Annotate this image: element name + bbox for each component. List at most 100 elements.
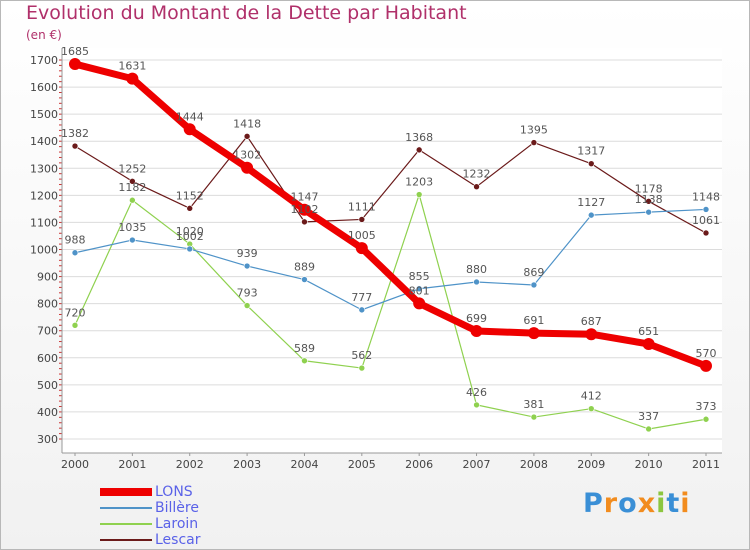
data-point-lescar bbox=[71, 142, 79, 150]
y-tick-label: 400 bbox=[37, 406, 58, 419]
data-label-billre: 988 bbox=[65, 234, 86, 247]
legend-label: LONS bbox=[155, 484, 193, 500]
data-label-laroin: 373 bbox=[696, 400, 717, 413]
logo-letter: r bbox=[603, 488, 619, 519]
chart-subtitle: (en €) bbox=[26, 28, 62, 42]
data-point-billre bbox=[129, 236, 136, 244]
series-layer bbox=[69, 58, 712, 433]
data-label-laroin: 426 bbox=[466, 386, 487, 399]
data-label-lons: 699 bbox=[466, 312, 487, 325]
data-label-billre: 1035 bbox=[118, 221, 146, 234]
data-point-laroin bbox=[358, 364, 366, 372]
data-point-laroin bbox=[71, 321, 79, 329]
data-label-lons: 1005 bbox=[348, 229, 376, 242]
data-label-laroin: 1203 bbox=[405, 176, 433, 189]
logo-letter: t bbox=[666, 488, 681, 519]
legend-swatch bbox=[100, 488, 152, 496]
data-point-lescar bbox=[415, 146, 423, 154]
data-label-lescar: 1395 bbox=[520, 124, 548, 137]
y-tick-label: 1100 bbox=[30, 216, 58, 229]
data-label-laroin: 720 bbox=[65, 306, 86, 319]
y-tick-label: 900 bbox=[37, 271, 58, 284]
data-point-billre bbox=[587, 211, 595, 219]
data-label-laroin: 337 bbox=[638, 410, 659, 423]
data-point-billre bbox=[415, 285, 423, 293]
data-label-lescar: 1317 bbox=[577, 145, 605, 158]
data-point-billre bbox=[645, 208, 652, 216]
x-tick-label: 2006 bbox=[405, 458, 433, 471]
data-point-billre bbox=[530, 281, 538, 289]
series-line-lescar bbox=[74, 135, 707, 234]
data-label-laroin: 793 bbox=[237, 287, 258, 300]
data-point-laroin bbox=[129, 196, 136, 204]
data-point-billre bbox=[473, 278, 480, 286]
x-tick-label: 2004 bbox=[290, 458, 318, 471]
plot-area bbox=[62, 48, 722, 453]
data-label-billre: 880 bbox=[466, 263, 487, 276]
legend-swatch bbox=[100, 539, 152, 541]
logo-letter: P bbox=[583, 488, 604, 519]
data-label-billre: 869 bbox=[523, 266, 544, 279]
legend-label: Billère bbox=[155, 500, 199, 516]
data-point-lescar bbox=[186, 205, 194, 212]
data-label-laroin: 562 bbox=[351, 349, 372, 362]
y-tick-label: 1200 bbox=[30, 189, 58, 202]
y-tick-label: 800 bbox=[37, 298, 58, 311]
y-tick-label: 600 bbox=[37, 352, 58, 365]
data-labels: 1382 1252 1152 1418 1102 1111 1368 1232 1395 1317… bbox=[61, 45, 720, 423]
y-tick-label: 300 bbox=[37, 433, 58, 446]
y-tick-label: 1700 bbox=[30, 54, 58, 67]
data-point-laroin bbox=[301, 357, 308, 365]
data-point-lescar bbox=[301, 218, 308, 226]
x-tick-label: 2008 bbox=[520, 458, 548, 471]
data-point-laroin bbox=[415, 191, 423, 198]
data-label-lescar: 1232 bbox=[463, 168, 491, 181]
data-label-lons: 570 bbox=[696, 347, 717, 360]
data-label-billre: 1148 bbox=[692, 190, 720, 203]
data-point-laroin bbox=[530, 413, 538, 421]
data-point-lons bbox=[527, 327, 540, 340]
data-label-billre: 1002 bbox=[176, 230, 204, 243]
data-label-lons: 691 bbox=[523, 314, 544, 327]
data-label-billre: 1127 bbox=[577, 196, 605, 209]
logo-letter: i bbox=[680, 488, 691, 519]
data-label-lescar: 1368 bbox=[405, 131, 433, 144]
data-label-lons: 801 bbox=[409, 284, 430, 297]
data-label-billre: 889 bbox=[294, 261, 315, 274]
series-line-lons bbox=[71, 60, 710, 370]
data-label-lescar: 1418 bbox=[233, 117, 261, 130]
x-tick-label: 2010 bbox=[635, 458, 663, 471]
data-point-billre bbox=[702, 206, 710, 213]
data-point-lons bbox=[700, 359, 712, 372]
data-point-billre bbox=[71, 249, 79, 257]
series-line-laroin bbox=[74, 193, 707, 430]
data-point-lons bbox=[126, 72, 139, 85]
y-tick-label: 1400 bbox=[30, 135, 58, 148]
data-point-lons bbox=[585, 328, 598, 341]
data-label-laroin: 381 bbox=[523, 398, 544, 411]
data-label-laroin: 1020 bbox=[176, 225, 204, 238]
data-point-billre bbox=[243, 262, 251, 270]
data-label-lescar: 1061 bbox=[692, 214, 720, 227]
data-label-lescar: 1102 bbox=[290, 203, 318, 216]
data-label-lons: 1302 bbox=[233, 149, 261, 162]
legend-swatch bbox=[100, 507, 152, 509]
data-point-lons bbox=[413, 297, 426, 310]
x-tick-label: 2011 bbox=[692, 458, 720, 471]
data-point-lescar bbox=[702, 229, 710, 237]
data-label-lons: 687 bbox=[581, 315, 602, 328]
data-point-billre bbox=[301, 276, 308, 283]
grid bbox=[62, 48, 722, 453]
axes: 300 400 500 600 700 800 900 1000 1100 1200 1300 140… bbox=[30, 48, 722, 471]
data-point-laroin bbox=[243, 302, 251, 309]
data-label-lescar: 1382 bbox=[61, 127, 89, 140]
data-point-lons bbox=[642, 337, 655, 350]
proxiti-logo: Proxiti bbox=[583, 488, 691, 519]
x-tick-label: 2000 bbox=[61, 458, 89, 471]
data-label-billre: 855 bbox=[409, 270, 430, 283]
data-point-laroin bbox=[645, 425, 652, 433]
data-label-lescar: 1178 bbox=[635, 182, 663, 195]
y-tick-label: 1000 bbox=[30, 244, 58, 257]
data-label-lons: 1685 bbox=[61, 45, 89, 58]
